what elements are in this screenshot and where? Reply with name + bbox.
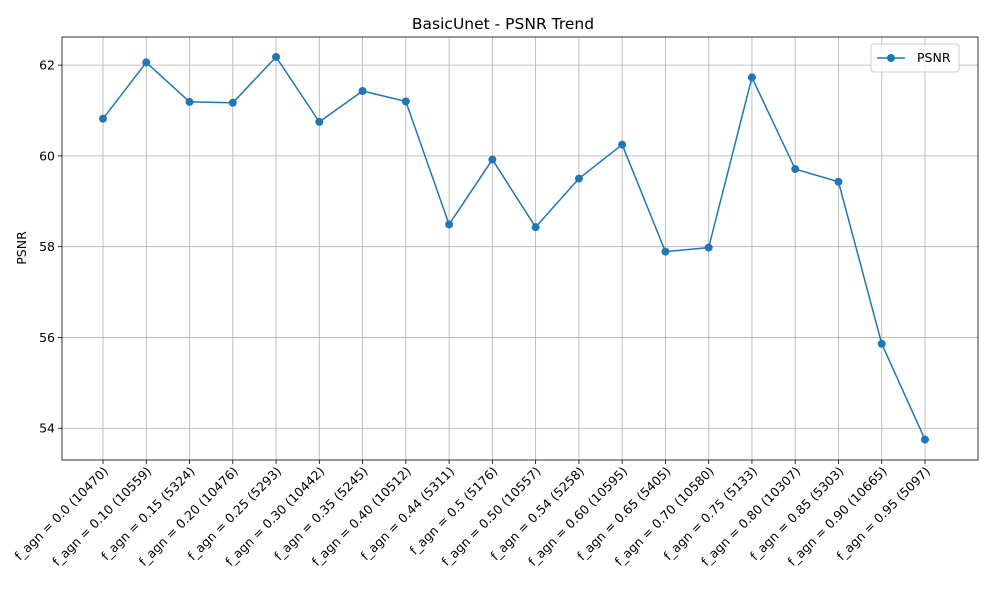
data-point <box>877 339 886 348</box>
data-point <box>185 97 194 106</box>
grid <box>62 37 978 460</box>
legend-box <box>870 43 960 73</box>
axes: f_agn = 0.0 (10470)f_agn = 0.10 (10559)f… <box>11 36 979 569</box>
legend-label-psnr: PSNR <box>917 50 951 65</box>
y-tick-label: 58 <box>39 239 55 254</box>
data-point <box>834 177 843 186</box>
data-point <box>618 140 627 149</box>
data-point <box>401 97 410 106</box>
data-point <box>488 155 497 164</box>
data-point <box>704 243 713 252</box>
data-point <box>358 87 367 96</box>
legend: PSNR <box>870 43 960 73</box>
data-point <box>99 114 107 123</box>
y-tick-label: 54 <box>39 421 55 436</box>
series-psnr <box>99 52 929 444</box>
y-tick-label: 62 <box>39 58 55 73</box>
data-point <box>445 220 454 229</box>
data-point <box>661 247 670 256</box>
y-tick-label: 56 <box>39 330 55 345</box>
data-point <box>315 117 324 126</box>
data-point <box>921 435 929 444</box>
data-point <box>574 174 583 183</box>
y-axis-label: PSNR <box>14 231 29 265</box>
data-point <box>747 73 756 82</box>
data-point <box>272 52 281 61</box>
data-point <box>228 98 237 107</box>
data-point <box>791 165 800 174</box>
chart-title: BasicUnet - PSNR Trend <box>412 15 594 33</box>
data-point <box>531 223 540 232</box>
y-tick-label: 60 <box>39 148 55 163</box>
plot-frame <box>61 36 979 461</box>
legend-marker-icon <box>887 54 895 62</box>
data-point <box>142 58 151 67</box>
psnr-line <box>102 56 926 440</box>
